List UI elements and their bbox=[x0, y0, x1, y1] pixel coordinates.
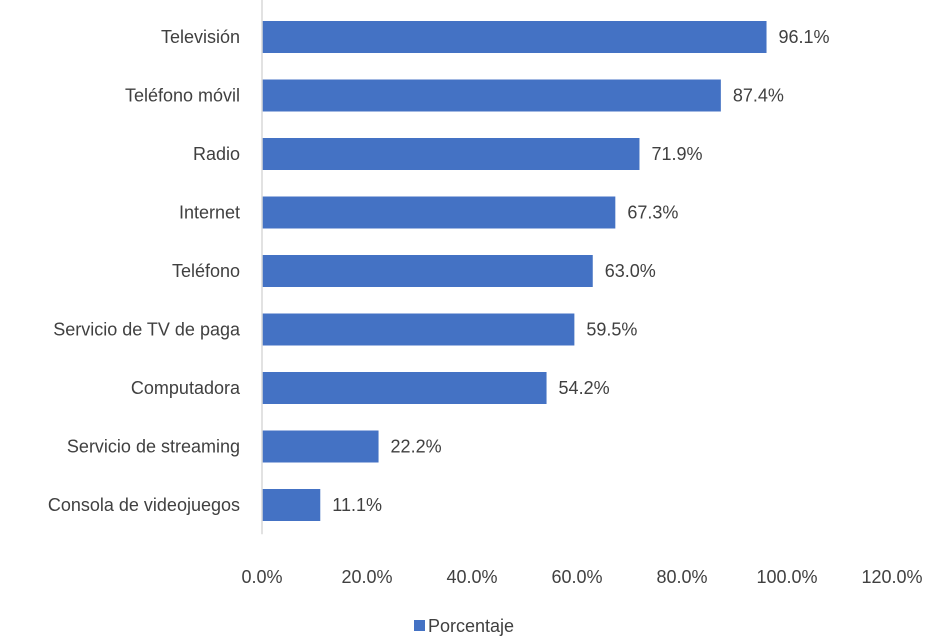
bar-2 bbox=[262, 79, 721, 112]
data-label: 63.0% bbox=[605, 261, 656, 281]
legend: Porcentaje bbox=[414, 616, 514, 636]
data-labels: 96.1% 87.4% 71.9% 67.3% 63.0% 59.5% 54.2% 22.2%… bbox=[332, 27, 829, 515]
data-label: 22.2% bbox=[391, 437, 442, 457]
bar-3 bbox=[262, 138, 640, 170]
legend-label: Porcentaje bbox=[428, 616, 514, 636]
bar-8 bbox=[262, 430, 379, 463]
x-tick-label: 0.0% bbox=[241, 567, 282, 587]
data-label: 71.9% bbox=[651, 144, 702, 164]
category-label: Radio bbox=[193, 144, 240, 164]
data-label: 54.2% bbox=[559, 378, 610, 398]
data-label: 59.5% bbox=[586, 320, 637, 340]
legend-swatch bbox=[414, 620, 425, 631]
category-label: Teléfono móvil bbox=[125, 86, 240, 106]
category-label: Servicio de streaming bbox=[67, 437, 240, 457]
bars-group bbox=[262, 21, 767, 521]
x-tick-label: 120.0% bbox=[861, 567, 922, 587]
x-tick-label: 20.0% bbox=[341, 567, 392, 587]
category-labels: Televisión Teléfono móvil Radio Internet Tel… bbox=[48, 27, 241, 515]
data-label: 67.3% bbox=[627, 203, 678, 223]
bar-6 bbox=[262, 313, 575, 346]
x-tick-label: 80.0% bbox=[656, 567, 707, 587]
x-tick-label: 100.0% bbox=[756, 567, 817, 587]
data-label: 87.4% bbox=[733, 86, 784, 106]
category-label: Consola de videojuegos bbox=[48, 495, 240, 515]
x-tick-label: 60.0% bbox=[551, 567, 602, 587]
category-label: Televisión bbox=[161, 27, 240, 47]
category-label: Servicio de TV de paga bbox=[53, 320, 241, 340]
bar-9 bbox=[262, 489, 321, 521]
bar-4 bbox=[262, 196, 616, 229]
category-label: Computadora bbox=[131, 378, 241, 398]
x-tick-labels: 0.0% 20.0% 40.0% 60.0% 80.0% 100.0% 120.0% bbox=[241, 567, 922, 587]
bar-1 bbox=[262, 21, 767, 53]
bar-7 bbox=[262, 372, 547, 404]
category-label: Internet bbox=[179, 203, 240, 223]
x-tick-label: 40.0% bbox=[446, 567, 497, 587]
category-label: Teléfono bbox=[172, 261, 240, 281]
data-label: 96.1% bbox=[779, 27, 830, 47]
data-label: 11.1% bbox=[332, 495, 382, 515]
bar-5 bbox=[262, 255, 593, 287]
